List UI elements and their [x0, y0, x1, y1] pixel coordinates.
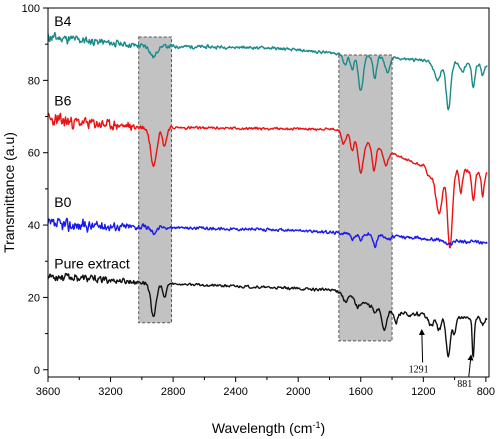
y-tick-label: 100 — [22, 3, 40, 15]
shaded-region-2 — [338, 54, 393, 342]
x-tick-label: 2800 — [161, 386, 185, 398]
y-tick-label: 40 — [28, 220, 40, 232]
x-tick-label: 1200 — [411, 386, 435, 398]
y-axis-title: Transmittance (a.u) — [1, 132, 17, 253]
annotations: 1291 881 — [409, 328, 474, 390]
y-tick-label: 60 — [28, 148, 40, 160]
y-tick-label: 80 — [28, 75, 40, 87]
annotation-label: 881 — [457, 379, 472, 390]
series-label: B4 — [54, 13, 71, 29]
series-line-b4 — [47, 31, 488, 111]
annotation-label: 1291 — [409, 365, 429, 376]
x-tick-label: 800 — [477, 386, 495, 398]
y-tick-label: 0 — [34, 365, 40, 377]
x-tick-label: 2000 — [286, 386, 310, 398]
series-lines — [47, 31, 488, 358]
series-label: B0 — [54, 194, 71, 210]
shaded-region-1 — [138, 36, 173, 324]
x-tick-label: 3600 — [36, 386, 60, 398]
plot-frame — [47, 7, 490, 378]
series-line-b0 — [47, 217, 488, 249]
x-tick-label: 1600 — [349, 386, 373, 398]
y-ticks: 0 20 40 60 80 100 — [22, 3, 48, 377]
series-labels: B4 B6 B0 Pure extract — [54, 13, 130, 271]
x-tick-label: 2400 — [223, 386, 247, 398]
x-axis-title: Wavelength (cm-1) — [212, 420, 325, 436]
series-label: B6 — [54, 93, 71, 109]
y-tick-label: 20 — [28, 292, 40, 304]
series-line-b6 — [47, 112, 488, 249]
annotation-arrow — [418, 328, 425, 363]
shaded-regions — [138, 36, 393, 342]
series-line-pure-extract — [47, 272, 488, 358]
x-tick-label: 3200 — [98, 386, 122, 398]
annotation-arrow — [467, 354, 474, 378]
series-label: Pure extract — [54, 255, 130, 271]
x-ticks: 3600 3200 2800 2400 2000 1600 1200 800 — [36, 377, 495, 398]
plot-border — [47, 7, 490, 378]
